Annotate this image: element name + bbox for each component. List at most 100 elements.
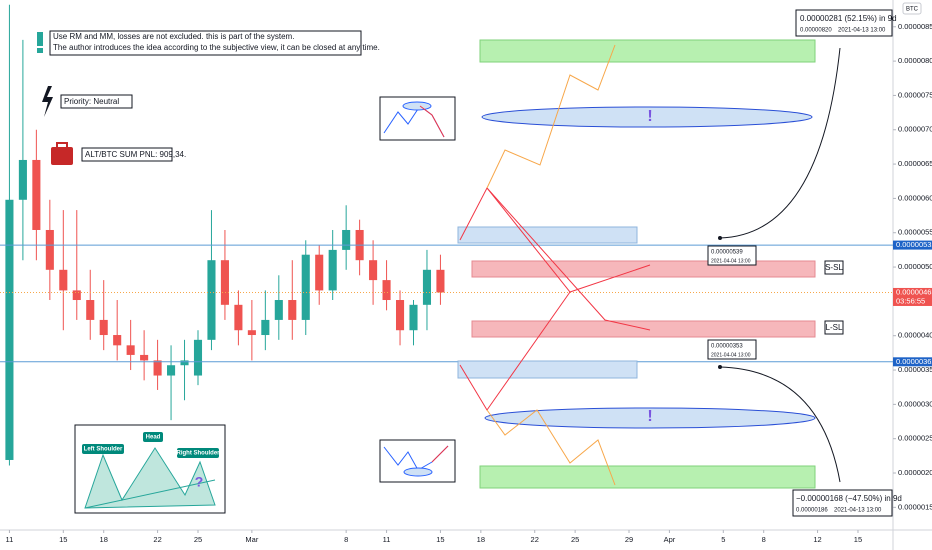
candle-body (261, 319, 270, 336)
candle-body (45, 229, 54, 270)
x-tick-label: 22 (531, 535, 539, 544)
x-tick-label: 8 (762, 535, 766, 544)
pattern-shape (84, 447, 216, 509)
ellipse (481, 106, 813, 128)
candle-body (207, 260, 216, 340)
candle-body (288, 300, 297, 320)
exclamation: ! (647, 108, 652, 125)
pnl: ALT/BTC SUM PNL: 909,34. (85, 150, 186, 159)
ellipse (484, 407, 816, 429)
label-box (824, 260, 844, 275)
x-tick-label: 22 (153, 535, 161, 544)
x-tick-label: 11 (6, 535, 14, 544)
pnl-box (81, 147, 173, 162)
candle-body (59, 269, 68, 291)
x-tick-label: 5 (721, 535, 725, 544)
priority-box (60, 94, 133, 109)
candle-body (18, 159, 27, 200)
info-date: 2021-04-04 13:00 (711, 258, 751, 264)
priority: Priority: Neutral (64, 97, 119, 106)
anchor (718, 236, 722, 240)
countdown: 03:56:55 (896, 296, 925, 305)
pattern-tag (143, 432, 163, 442)
candle-body (72, 290, 81, 301)
info-icon (37, 32, 43, 46)
candle-body (5, 199, 14, 460)
pattern-tag (177, 448, 219, 458)
candle-body (126, 345, 135, 355)
candle-body (328, 249, 337, 291)
candle-body (113, 335, 122, 346)
disclaimer: The author introduces the idea according… (53, 43, 380, 52)
x-tick-label: 15 (854, 535, 862, 544)
stop-zone (471, 260, 816, 278)
pattern-label: Head (146, 435, 161, 441)
entry-zone (457, 360, 638, 379)
info-icon (37, 48, 43, 53)
mini-path (419, 105, 445, 138)
short-stop-label: S-SL (825, 263, 843, 272)
projection-arrow (719, 366, 841, 483)
price-tag-label: 0.00000532 (896, 240, 932, 249)
question-mark: ? (195, 474, 204, 490)
label-box (824, 320, 844, 335)
scenario-path (486, 187, 651, 331)
currency: BTC (906, 7, 919, 13)
mini-icon (379, 439, 456, 483)
x-tick-label: 15 (59, 535, 67, 544)
pattern-label: Right Shoulder (177, 451, 221, 457)
candle-body (382, 280, 391, 301)
candle-body (342, 229, 351, 250)
candle-body (301, 254, 310, 320)
x-tick-label: 25 (571, 535, 579, 544)
candle-body (274, 300, 283, 320)
info-date: 2021-04-04 13:00 (711, 352, 751, 358)
currency-badge (902, 2, 922, 15)
price-tag-label: 0.00000362 (896, 357, 932, 366)
x-tick-label: 18 (100, 535, 108, 544)
candle-body (436, 269, 445, 293)
candle-body (167, 365, 176, 376)
x-tick-label: 8 (344, 535, 348, 544)
candle-body (193, 339, 203, 376)
projection-change: −0.00000168 (−47.50%) in 9d (796, 494, 902, 503)
info-box (707, 245, 757, 266)
projection-date: 2021-04-13 13:00 (834, 508, 882, 514)
pattern-label: Left Shoulder (84, 447, 123, 453)
x-tick-label: Mar (245, 535, 258, 544)
projection-box (792, 489, 893, 517)
candle-body (422, 269, 432, 305)
x-tick-label: 18 (477, 535, 485, 544)
scenario-path (486, 409, 616, 486)
mini-ellipse (403, 467, 433, 477)
projection-date: 2021-04-13 13:00 (838, 28, 886, 34)
candle-body (86, 300, 95, 320)
info-price: 0.00000539 (711, 250, 743, 256)
target-zone (479, 465, 816, 489)
x-tick-label: 15 (436, 535, 444, 544)
candle-body (220, 260, 229, 305)
projection-price: 0.00000186 (796, 508, 828, 514)
anchor (718, 365, 722, 369)
x-tick-label: 11 (383, 535, 391, 544)
price-tag-label: 0.00000463 (896, 287, 932, 296)
candle-body (409, 304, 418, 331)
candle-body (234, 304, 243, 331)
mini-path (431, 445, 449, 463)
price-tag (893, 240, 932, 250)
info-box (707, 339, 757, 360)
scenario-path (486, 44, 616, 189)
mini-ellipse (402, 101, 432, 111)
